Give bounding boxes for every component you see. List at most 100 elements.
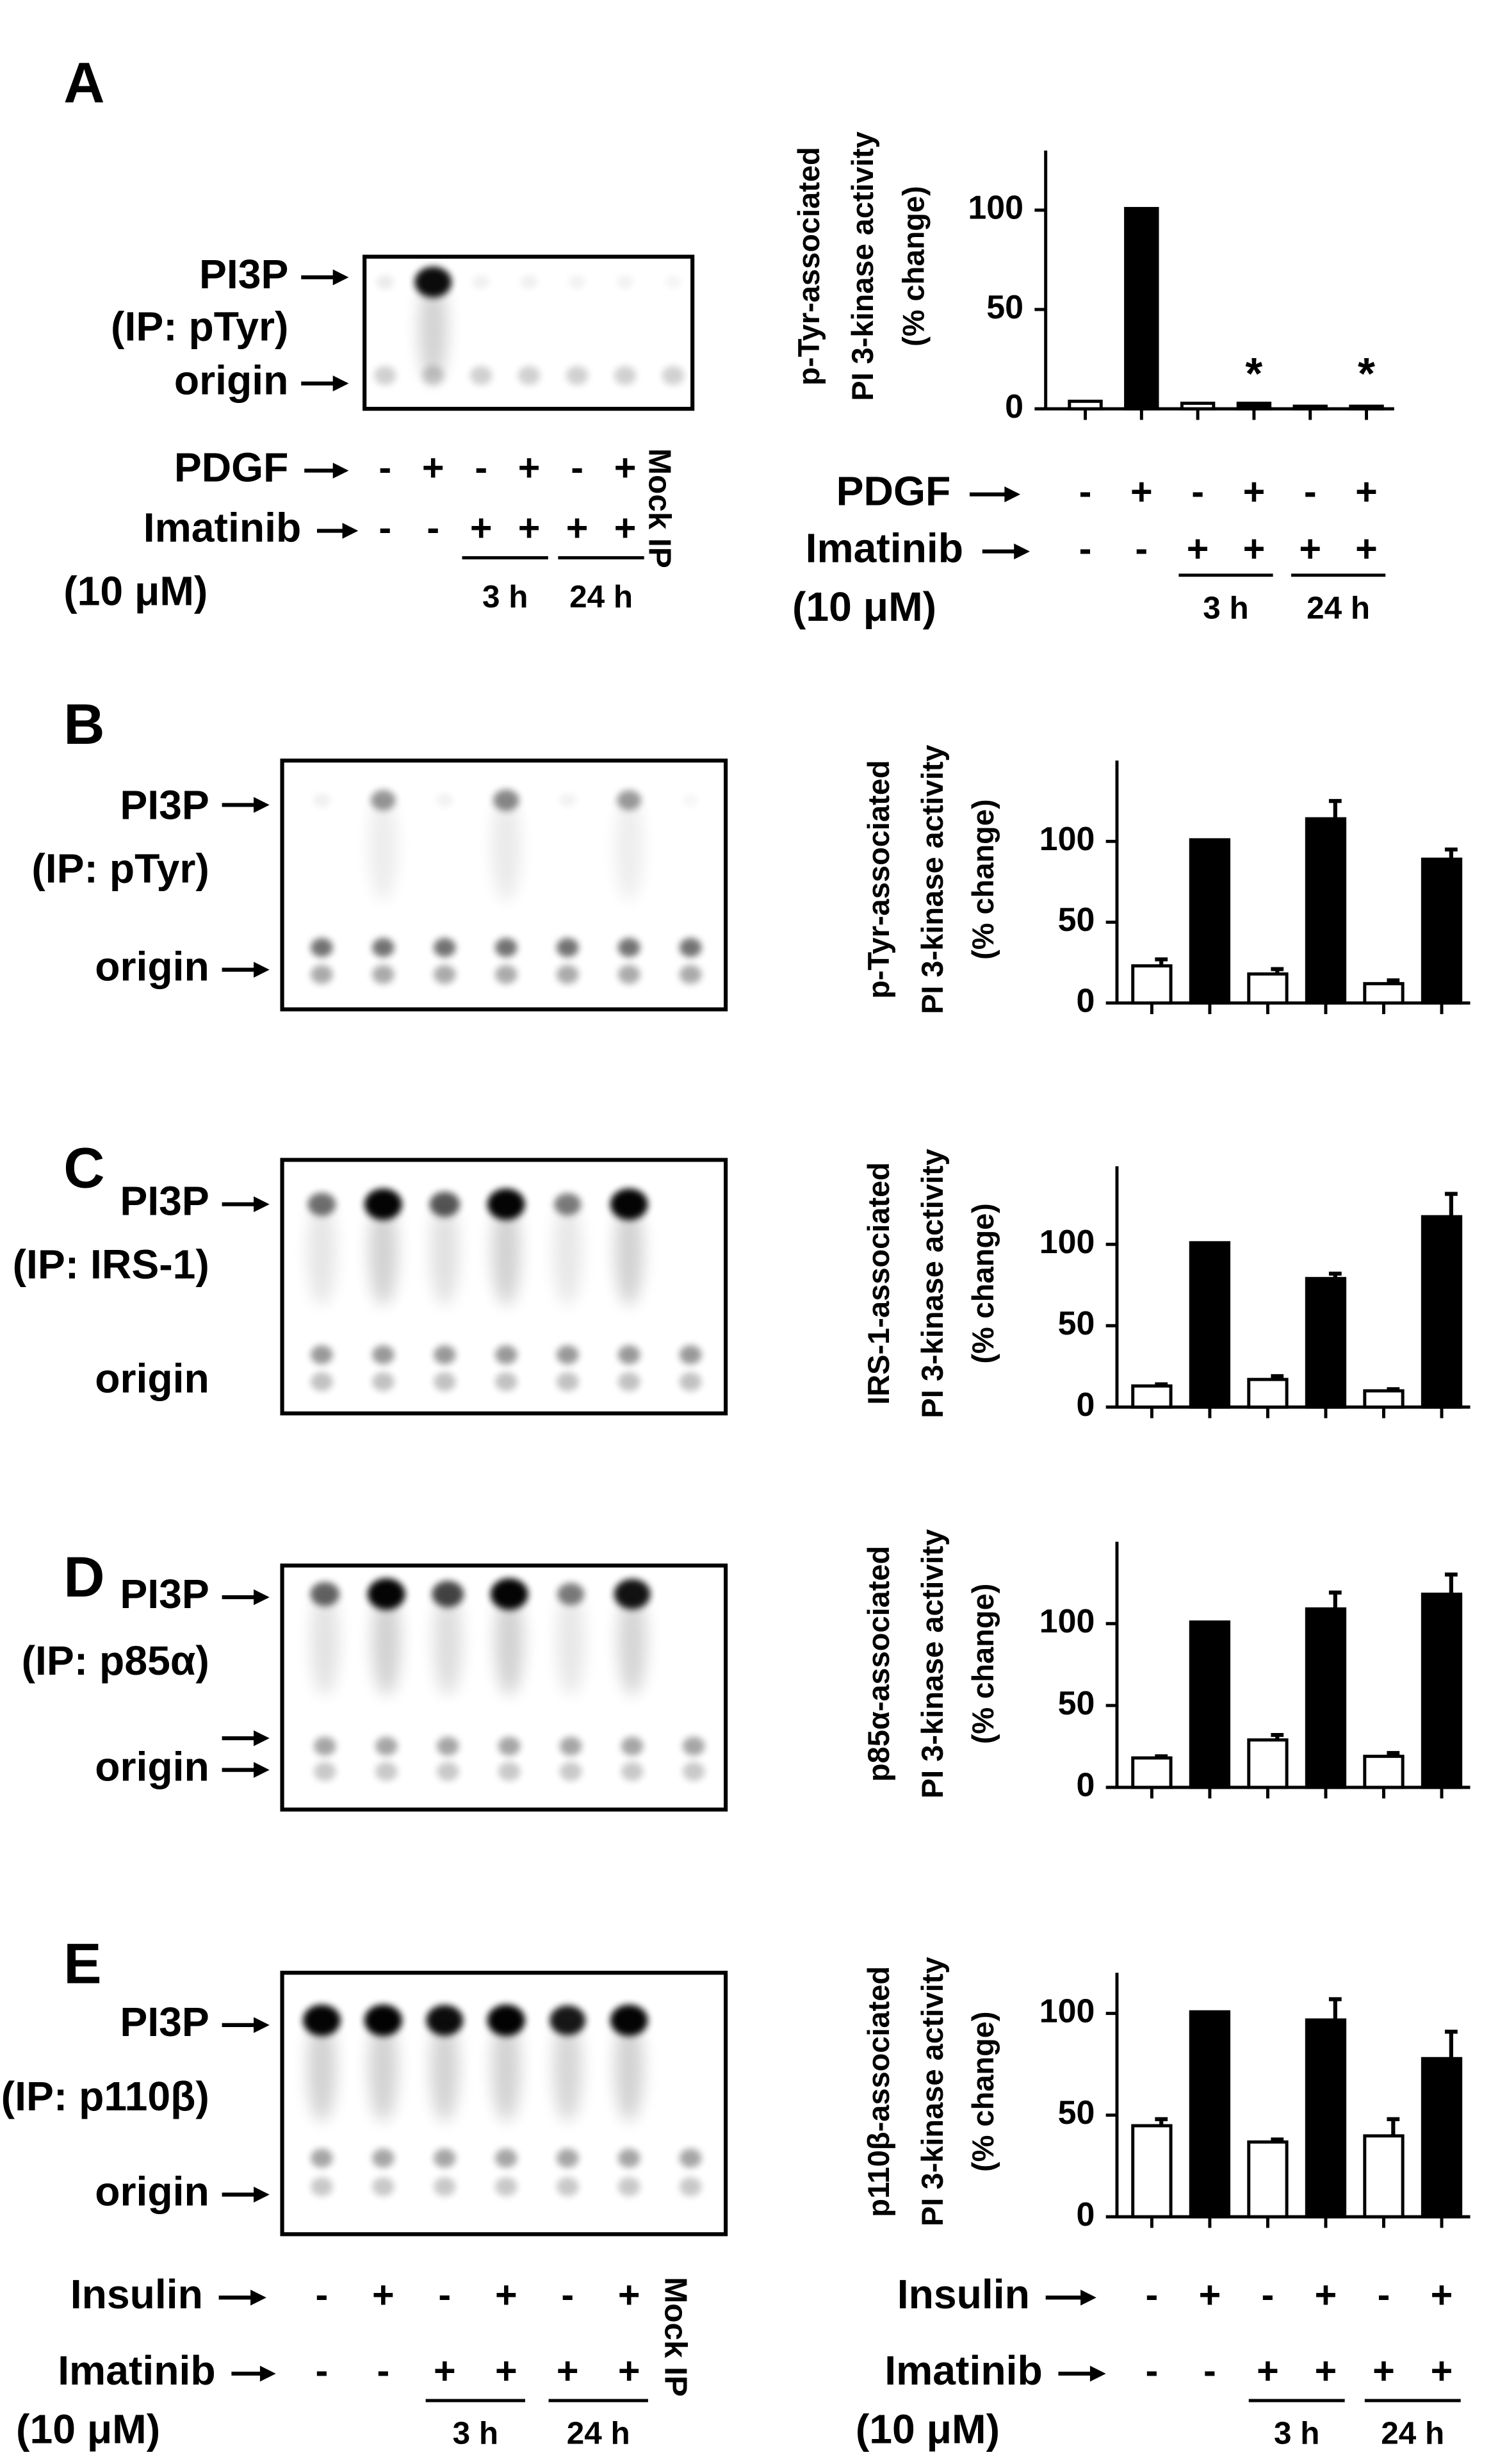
origin-spot (494, 2177, 517, 2196)
bar (1180, 401, 1216, 411)
sign: + (1243, 527, 1266, 570)
bar (1247, 1377, 1289, 1409)
origin-spot (311, 965, 333, 984)
blot (280, 1971, 728, 2237)
y-axis-label: (% change) (966, 799, 1000, 960)
bar (1363, 2134, 1405, 2219)
spot-tail (617, 1588, 647, 1696)
spot (493, 789, 519, 811)
sign: + (1243, 470, 1266, 513)
arrow-head (254, 2187, 270, 2203)
origin-spot (314, 1762, 336, 1781)
bar (1421, 1592, 1463, 1789)
sign: - (1203, 2349, 1216, 2392)
sign: - (1079, 470, 1092, 513)
bar (1421, 2057, 1463, 2219)
blot-label: origin (95, 944, 209, 990)
origin-spot (662, 366, 685, 386)
origin-spot (617, 2148, 640, 2168)
spot (367, 1578, 405, 1610)
y-axis-label: p-Tyr-associated (792, 147, 826, 386)
sign: + (1315, 2349, 1337, 2392)
spot (520, 275, 538, 290)
arrow-head (254, 797, 270, 813)
bar (1363, 981, 1405, 1005)
origin-spot (556, 1372, 579, 1392)
treatment-label: Imatinib (143, 505, 301, 551)
sign: + (1187, 527, 1209, 570)
arrow-head (259, 2365, 276, 2382)
sign: + (1299, 527, 1321, 570)
spot (550, 2005, 586, 2035)
blot-label: origin (95, 1356, 209, 1402)
y-tick-label: 0 (1076, 1767, 1095, 1804)
sign: + (470, 506, 493, 549)
panel-letter: D (63, 1545, 104, 1609)
dose-label: (10 μM) (16, 2406, 160, 2452)
arrow-head (1080, 2289, 1096, 2306)
y-axis-label: p-Tyr-associated (861, 760, 895, 999)
blot-frame (280, 1563, 728, 1812)
y-axis-label: PI 3-kinase activity (915, 1149, 949, 1418)
blot-label: PI3P (120, 1999, 209, 2045)
bar (1421, 1215, 1463, 1409)
spot (414, 267, 452, 298)
dose-label: (10 μM) (792, 584, 936, 630)
panel-letter: A (63, 51, 104, 115)
arrow-head (254, 2017, 270, 2033)
blot-frame (280, 1158, 728, 1416)
time-label: 3 h (1274, 2415, 1319, 2451)
arrow-head (1014, 543, 1030, 560)
y-tick-label: 50 (1058, 1685, 1095, 1722)
sign: + (1199, 2273, 1221, 2316)
spot (310, 1582, 340, 1606)
bar (1247, 1738, 1289, 1789)
spot (487, 1188, 525, 1220)
origin-spot (434, 965, 456, 984)
bar (1247, 972, 1289, 1005)
sign: + (518, 446, 541, 489)
bar (1421, 857, 1463, 1005)
spot-tail (614, 2014, 644, 2122)
spot-tail (369, 794, 398, 902)
origin-spot (494, 1345, 517, 1365)
origin-spot (434, 1345, 456, 1365)
blot-label: (IP: p110β) (1, 2073, 209, 2119)
spot (436, 793, 453, 807)
arrow-head (254, 1589, 270, 1606)
arrow-head (332, 269, 349, 286)
bar (1363, 1389, 1405, 1409)
time-label: 24 h (1307, 590, 1370, 625)
y-tick-label: 50 (1058, 901, 1095, 939)
dose-label: (10 μM) (63, 568, 208, 614)
treatment-label: PDGF (174, 445, 289, 491)
treatment-label: Insulin (897, 2271, 1030, 2317)
y-axis-label: (% change) (896, 186, 930, 347)
sign: - (1191, 470, 1204, 513)
bar (1305, 1277, 1347, 1409)
spot (303, 2004, 341, 2036)
spot-tail (553, 1197, 582, 1306)
blot-label: origin (95, 1744, 209, 1790)
time-label: 3 h (1203, 590, 1248, 625)
bar (1363, 1754, 1405, 1789)
sign: - (1304, 470, 1317, 513)
sign: - (1378, 2273, 1390, 2316)
bar (1068, 399, 1103, 411)
arrow-head (1004, 486, 1021, 503)
origin-spot (494, 965, 517, 984)
blot-label: PI3P (120, 1571, 209, 1617)
origin-spot (498, 1762, 521, 1781)
origin-spot (621, 1762, 644, 1781)
origin-spot (311, 1345, 333, 1365)
treatment-label: Imatinib (58, 2347, 215, 2394)
bar (1189, 1241, 1231, 1409)
sign: - (427, 506, 439, 549)
blot-label: (IP: p85α) (22, 1638, 209, 1684)
spot (376, 275, 395, 290)
sign: + (618, 2349, 640, 2392)
treatment-label: Insulin (70, 2271, 203, 2317)
spot-tail (419, 275, 448, 384)
origin-spot (679, 1345, 702, 1365)
treatment-label: PDGF (836, 468, 951, 514)
